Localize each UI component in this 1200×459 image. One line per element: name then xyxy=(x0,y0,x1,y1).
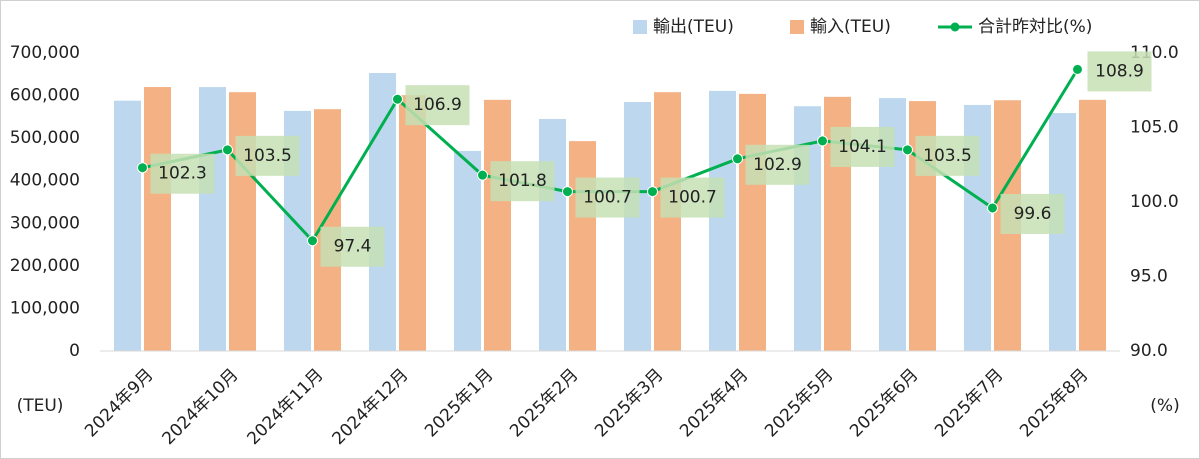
y-tick-label: 500,000 xyxy=(10,128,80,148)
bar xyxy=(399,95,426,351)
marker xyxy=(222,144,233,156)
bar xyxy=(114,100,141,352)
bar xyxy=(199,87,226,352)
marker xyxy=(902,144,913,156)
bar xyxy=(739,93,766,352)
data-label-bg xyxy=(405,85,470,126)
data-label-bg xyxy=(830,126,895,167)
data-label: 104.1 xyxy=(838,137,887,157)
data-label-bg xyxy=(490,161,555,202)
y-tick-label: 700,000 xyxy=(10,43,80,63)
marker xyxy=(647,186,658,198)
marker xyxy=(137,162,148,174)
data-label: 99.6 xyxy=(1014,204,1052,224)
legend-swatch xyxy=(633,20,647,34)
bar xyxy=(369,73,396,351)
bar xyxy=(654,92,681,351)
data-label: 101.8 xyxy=(498,171,547,191)
marker xyxy=(1072,63,1083,75)
marker xyxy=(307,235,318,247)
data-label-bg xyxy=(745,144,810,185)
y-tick-label: 400,000 xyxy=(10,171,80,191)
y-tick-label: 600,000 xyxy=(10,86,80,106)
data-label: 108.9 xyxy=(1095,61,1144,81)
data-label-bg xyxy=(1087,51,1152,92)
bar xyxy=(229,92,256,351)
legend-swatch xyxy=(790,20,804,34)
marker xyxy=(562,186,573,198)
legend-label: 輸出(TEU) xyxy=(653,17,734,37)
bar xyxy=(484,99,511,351)
legend-swatch xyxy=(950,22,960,32)
y2-unit-label: (%) xyxy=(1150,396,1179,416)
bar xyxy=(569,141,596,351)
data-label-bg xyxy=(660,177,725,218)
marker xyxy=(817,135,828,147)
y2-tick-label: 90.0 xyxy=(1130,341,1168,361)
data-label-bg xyxy=(235,135,300,176)
y-tick-label: 100,000 xyxy=(10,298,80,318)
y2-tick-label: 105.0 xyxy=(1130,118,1179,138)
data-label: 106.9 xyxy=(413,95,462,115)
bar xyxy=(539,118,566,351)
y-tick-label: 300,000 xyxy=(10,213,80,233)
data-label-bg xyxy=(575,177,640,218)
marker xyxy=(987,202,998,214)
marker xyxy=(732,153,743,165)
data-label: 100.7 xyxy=(668,188,717,208)
data-label: 100.7 xyxy=(583,188,632,208)
marker xyxy=(392,93,403,105)
y-tick-label: 0 xyxy=(69,341,80,361)
data-label: 103.5 xyxy=(243,146,292,166)
data-label: 103.5 xyxy=(923,146,972,166)
bar xyxy=(454,150,481,351)
data-label-bg xyxy=(150,153,215,194)
data-label: 102.3 xyxy=(158,164,207,184)
y2-tick-label: 95.0 xyxy=(1130,267,1168,287)
legend-label: 合計昨対比(%) xyxy=(978,17,1092,37)
bar xyxy=(144,87,171,352)
y-unit-label: (TEU) xyxy=(17,396,64,416)
data-label-bg xyxy=(1000,193,1065,234)
bar xyxy=(1079,99,1106,351)
data-label: 97.4 xyxy=(334,237,372,257)
data-label-bg xyxy=(320,226,385,267)
legend-label: 輸入(TEU) xyxy=(810,17,891,37)
y2-tick-label: 100.0 xyxy=(1130,192,1179,212)
marker xyxy=(477,169,488,181)
data-label: 102.9 xyxy=(753,155,802,175)
data-label-bg xyxy=(915,135,980,176)
y-tick-label: 200,000 xyxy=(10,256,80,276)
bar xyxy=(624,101,651,351)
bar xyxy=(709,90,736,351)
